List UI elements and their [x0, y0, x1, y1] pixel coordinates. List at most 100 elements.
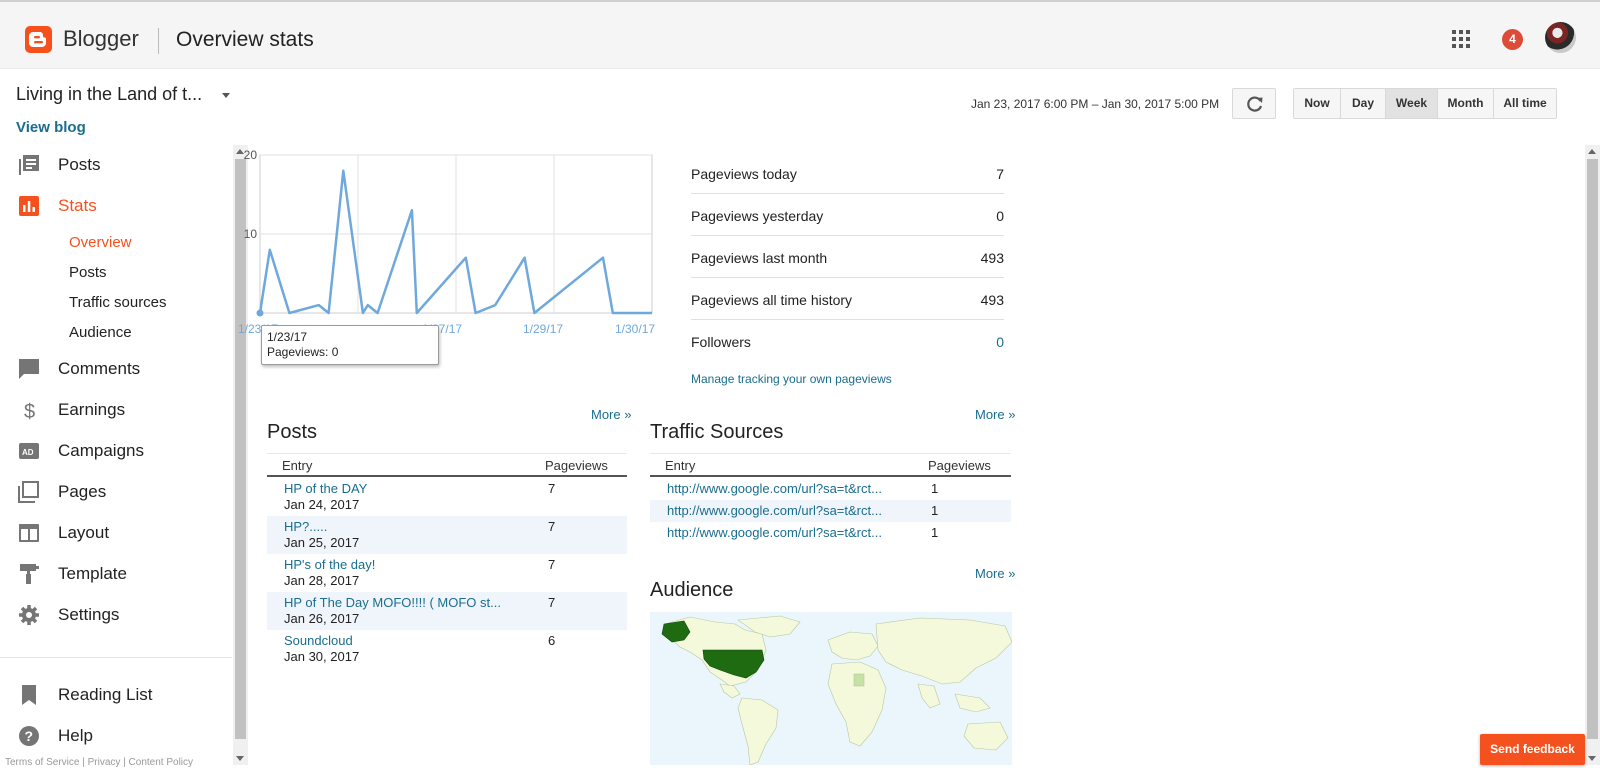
- post-title-link[interactable]: HP?.....: [284, 519, 328, 534]
- range-month-button[interactable]: Month: [1438, 89, 1494, 118]
- page-scrollbar[interactable]: [1585, 145, 1600, 765]
- traffic-more-link[interactable]: More »: [975, 407, 1016, 422]
- sidebar-item-label: Template: [58, 564, 127, 583]
- table-row: http://www.google.com/url?sa=t&rct... 1: [650, 500, 1011, 522]
- posts-more-link[interactable]: More »: [591, 407, 632, 422]
- sidebar-item-help[interactable]: ? Help: [0, 717, 230, 753]
- audience-world-map[interactable]: [650, 612, 1012, 765]
- sidebar-item-label: Posts: [58, 155, 101, 174]
- chart-y-tick-label: 10: [244, 227, 258, 241]
- post-title-link[interactable]: HP of the DAY: [284, 481, 368, 496]
- traffic-source-link[interactable]: http://www.google.com/url?sa=t&rct...: [667, 525, 882, 540]
- traffic-source-link[interactable]: http://www.google.com/url?sa=t&rct...: [667, 481, 882, 496]
- range-day-button[interactable]: Day: [1341, 89, 1386, 118]
- range-week-button[interactable]: Week: [1386, 89, 1438, 118]
- brand-name[interactable]: Blogger: [63, 26, 139, 51]
- blogger-logo-icon[interactable]: [25, 26, 52, 53]
- table-row: http://www.google.com/url?sa=t&rct... 1: [650, 522, 1011, 544]
- scrollbar-thumb[interactable]: [1587, 159, 1598, 739]
- stat-value: 493: [980, 292, 1004, 308]
- manage-tracking-link[interactable]: Manage tracking your own pageviews: [691, 372, 892, 386]
- stat-row-followers: Followers 0: [691, 320, 1004, 362]
- audience-more-link[interactable]: More »: [975, 566, 1016, 581]
- post-date: Jan 26, 2017: [284, 611, 360, 626]
- stats-icon: [19, 196, 39, 216]
- sidebar-item-label: Help: [58, 726, 93, 745]
- tooltip-label: 1/23/17: [267, 330, 308, 344]
- scroll-up-arrow-icon[interactable]: [1588, 149, 1596, 154]
- sidebar-item-comments[interactable]: Comments: [0, 350, 230, 386]
- range-all-time-button[interactable]: All time: [1494, 89, 1556, 118]
- stat-row-pageviews-all-time: Pageviews all time history 493: [691, 278, 1004, 320]
- chart-x-tick-label: 1/29/17: [523, 322, 563, 336]
- svg-text:?: ?: [25, 728, 34, 744]
- comments-icon: [19, 359, 39, 379]
- apps-grid-icon[interactable]: [1452, 30, 1470, 48]
- sidebar-scrollbar[interactable]: [233, 145, 248, 765]
- post-title-link[interactable]: HP of The Day MOFO!!!! ( MOFO st...: [284, 595, 501, 610]
- stats-sub-audience[interactable]: Audience: [69, 324, 132, 341]
- sidebar-item-template[interactable]: Template: [0, 555, 230, 591]
- notification-badge[interactable]: 4: [1502, 29, 1523, 50]
- send-feedback-button[interactable]: Send feedback: [1480, 734, 1585, 765]
- scrollbar-thumb[interactable]: [235, 159, 246, 739]
- sidebar-item-pages[interactable]: Pages: [0, 473, 230, 509]
- sidebar-item-posts[interactable]: Posts: [0, 146, 230, 182]
- template-icon: [20, 564, 39, 584]
- sidebar-item-settings[interactable]: Settings: [0, 596, 230, 632]
- traffic-pageviews: 1: [931, 525, 939, 540]
- campaigns-icon: AD: [19, 443, 39, 459]
- column-header-pageviews[interactable]: Pageviews: [928, 458, 991, 473]
- traffic-pageviews: 1: [931, 503, 939, 518]
- column-header-entry[interactable]: Entry: [282, 458, 313, 473]
- chart-y-tick-label: 20: [244, 150, 258, 162]
- header-divider: [158, 28, 159, 54]
- stats-sub-posts[interactable]: Posts: [69, 264, 107, 281]
- sidebar-item-stats[interactable]: Stats: [0, 187, 230, 223]
- view-blog-link[interactable]: View blog: [16, 119, 86, 136]
- post-title-link[interactable]: HP's of the day!: [284, 557, 376, 572]
- post-date: Jan 28, 2017: [284, 573, 360, 588]
- traffic-pageviews: 1: [931, 481, 939, 496]
- chevron-down-icon[interactable]: [222, 93, 230, 98]
- scroll-up-arrow-icon[interactable]: [236, 149, 244, 154]
- stats-sub-traffic-sources[interactable]: Traffic sources: [69, 294, 167, 311]
- sidebar-item-reading-list[interactable]: Reading List: [0, 676, 230, 712]
- post-pageviews: 7: [548, 519, 556, 534]
- refresh-icon: [1247, 96, 1263, 112]
- sidebar-item-campaigns[interactable]: AD Campaigns: [0, 432, 230, 468]
- traffic-source-link[interactable]: http://www.google.com/url?sa=t&rct...: [667, 503, 882, 518]
- avatar[interactable]: [1545, 22, 1576, 53]
- traffic-table-header: Entry Pageviews: [650, 453, 1011, 477]
- scroll-down-arrow-icon[interactable]: [1588, 756, 1596, 761]
- followers-count-link[interactable]: 0: [996, 334, 1004, 350]
- post-pageviews: 7: [548, 595, 556, 610]
- footer-links[interactable]: Terms of Service | Privacy | Content Pol…: [5, 757, 194, 768]
- scroll-down-arrow-icon[interactable]: [236, 756, 244, 761]
- sidebar-item-label: Layout: [58, 523, 110, 542]
- posts-icon: [19, 155, 39, 175]
- sidebar-item-layout[interactable]: Layout: [0, 514, 230, 550]
- audience-section-title: Audience: [650, 579, 734, 601]
- sidebar-divider: [0, 657, 232, 658]
- stat-label: Pageviews today: [691, 166, 797, 182]
- blog-name[interactable]: Living in the Land of t...: [16, 84, 203, 104]
- table-row: HP of the DAY Jan 24, 2017 7: [267, 478, 627, 516]
- chart-hover-point: [256, 309, 264, 317]
- layout-icon: [19, 524, 39, 542]
- sidebar-item-earnings[interactable]: $ Earnings: [0, 391, 230, 427]
- post-date: Jan 25, 2017: [284, 535, 360, 550]
- settings-icon: [19, 605, 39, 625]
- column-header-pageviews[interactable]: Pageviews: [545, 458, 608, 473]
- stats-sub-overview[interactable]: Overview: [69, 234, 132, 251]
- column-header-entry[interactable]: Entry: [665, 458, 696, 473]
- sidebar-item-label: Reading List: [58, 685, 153, 704]
- post-title-link[interactable]: Soundcloud: [284, 633, 353, 648]
- post-pageviews: 6: [548, 633, 556, 648]
- table-row: HP?..... Jan 25, 2017 7: [267, 516, 627, 554]
- stat-value: 7: [996, 166, 1004, 182]
- post-pageviews: 7: [548, 481, 556, 496]
- refresh-button[interactable]: [1232, 88, 1276, 119]
- range-now-button[interactable]: Now: [1294, 89, 1341, 118]
